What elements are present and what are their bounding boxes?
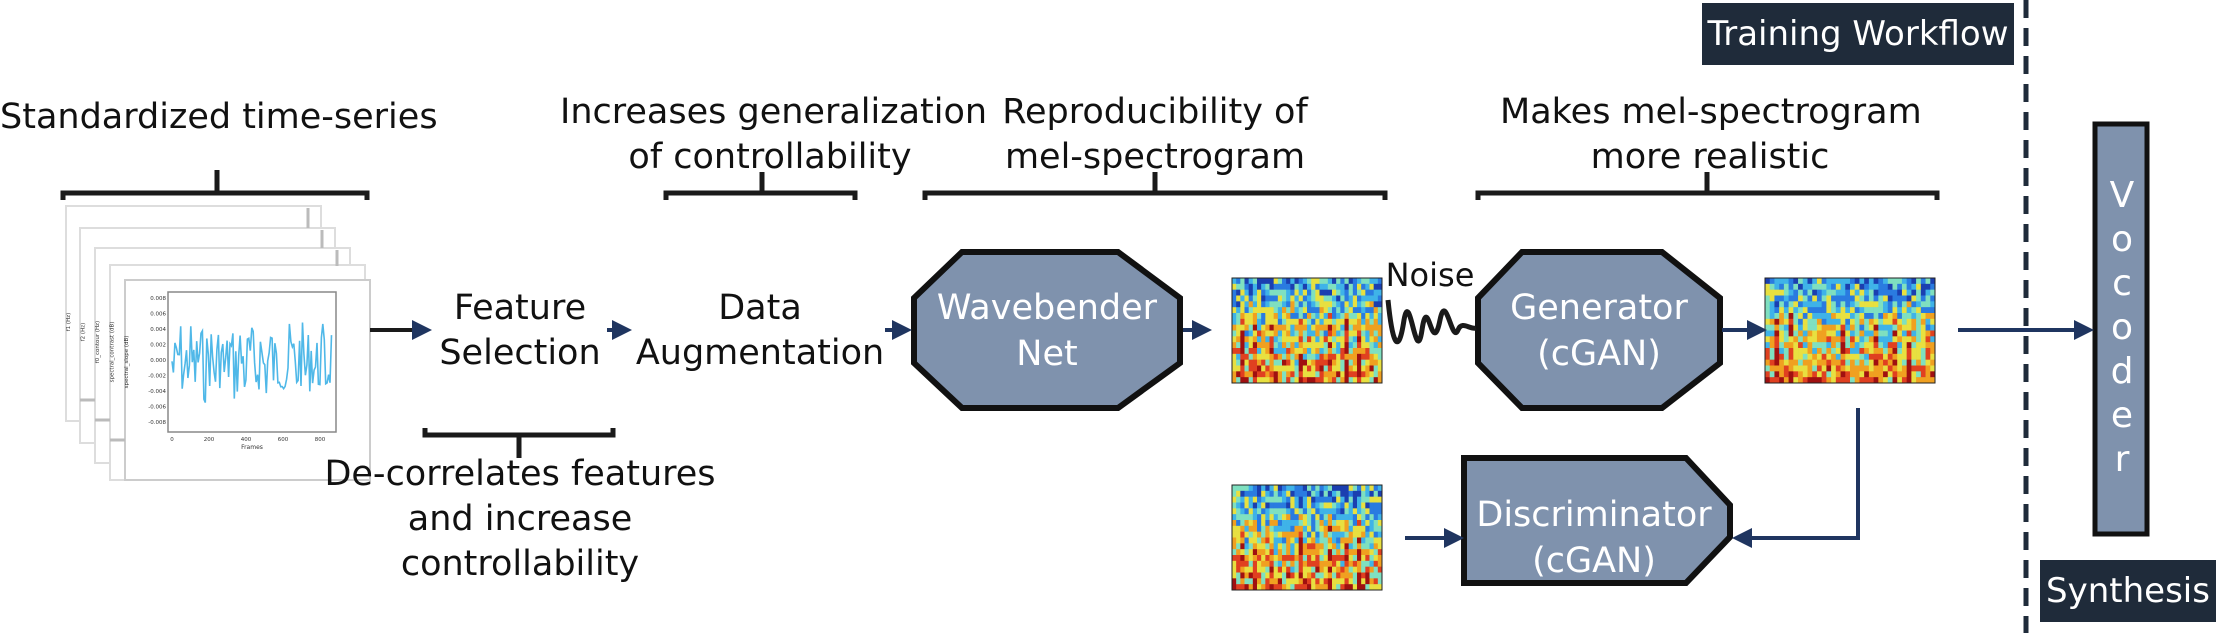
plot-yticks: 0.008 0.006 0.004 0.002 0.000 -0.002 -0.004 -0.… bbox=[148, 296, 166, 426]
bracket-decorrelate bbox=[422, 428, 616, 458]
training-workflow-tag: Training Workflow bbox=[1702, 3, 2014, 65]
vocoder-node bbox=[2092, 121, 2150, 537]
plot-ylabel: f2 (Hz) bbox=[81, 323, 87, 342]
plot-ylabel: spectral_contrast (dB) bbox=[110, 322, 116, 383]
brackets bbox=[60, 170, 1940, 458]
plot-xtick: 200 bbox=[204, 437, 215, 443]
plot-xlabel: Frames bbox=[241, 444, 263, 451]
discriminator-node bbox=[1461, 455, 1733, 586]
mel-spectrogram-3 bbox=[1231, 484, 1383, 591]
arrows bbox=[370, 320, 2094, 548]
data-augmentation-label: Data Augmentation bbox=[635, 288, 885, 373]
plot-ytick: -0.008 bbox=[148, 420, 166, 426]
generator-label: Generator (cGAN) bbox=[1510, 288, 1688, 374]
generator-node bbox=[1475, 249, 1723, 411]
plot-ylabel: f0_contour (Hz) bbox=[95, 321, 101, 363]
annotation-augment: Increases generalization of controllabil… bbox=[560, 92, 988, 177]
noise-squiggle bbox=[1385, 299, 1477, 345]
plot-ytick: 0.006 bbox=[150, 312, 166, 318]
feature-selection-label: Feature Selection bbox=[439, 288, 601, 373]
annotation-gan: Makes mel-spectrogram more realistic bbox=[1500, 92, 1922, 177]
plot-ylabel: f1 (Hz) bbox=[66, 313, 72, 332]
plot-ytick: -0.004 bbox=[148, 389, 166, 395]
plot-xtick: 800 bbox=[315, 437, 326, 443]
annotation-timeseries: Standardized time-series bbox=[0, 97, 438, 137]
timeseries-line bbox=[171, 322, 333, 403]
plot-ytick: -0.006 bbox=[148, 405, 166, 411]
plot-xticks: 0 200 400 600 800 bbox=[170, 437, 325, 443]
synthesis-tag: Synthesis bbox=[2040, 560, 2216, 622]
plot-ytick: 0.002 bbox=[150, 343, 166, 349]
noise-label: Noise bbox=[1385, 256, 1475, 294]
plot-ytick: 0.000 bbox=[150, 358, 166, 364]
bracket-timeseries bbox=[60, 170, 370, 200]
timeseries-stack: 0.008 0.006 0.004 0.002 0.000 -0.002 -0.004 -0.… bbox=[65, 205, 371, 481]
wavebender-label: Wavebender Net bbox=[936, 288, 1158, 374]
plot-xtick: 0 bbox=[170, 437, 174, 443]
plot-ylabel: spectral_slope (dB) bbox=[124, 336, 130, 389]
plot-ylabels: f1 (Hz) f2 (Hz) f0_contour (Hz) spectral_co… bbox=[66, 313, 130, 389]
plot-ytick: 0.008 bbox=[150, 296, 166, 302]
annotation-decorrelate: De-correlates features and increase cont… bbox=[324, 454, 716, 584]
mel-spectrogram-1 bbox=[1231, 277, 1383, 384]
bracket-wavebender bbox=[922, 172, 1388, 200]
bracket-augment bbox=[663, 172, 858, 200]
plot-xtick: 400 bbox=[241, 437, 252, 443]
plot-ytick: -0.002 bbox=[148, 374, 166, 380]
mel-spectrogram-2 bbox=[1764, 277, 1936, 384]
bracket-gan bbox=[1475, 172, 1940, 200]
plot-xtick: 600 bbox=[278, 437, 289, 443]
plot-ytick: 0.004 bbox=[150, 327, 166, 333]
wavebender-node bbox=[911, 249, 1183, 411]
annotation-wavebender: Reproducibility of mel-spectrogram bbox=[1002, 92, 1308, 177]
discriminator-label: Discriminator (cGAN) bbox=[1476, 495, 1712, 581]
